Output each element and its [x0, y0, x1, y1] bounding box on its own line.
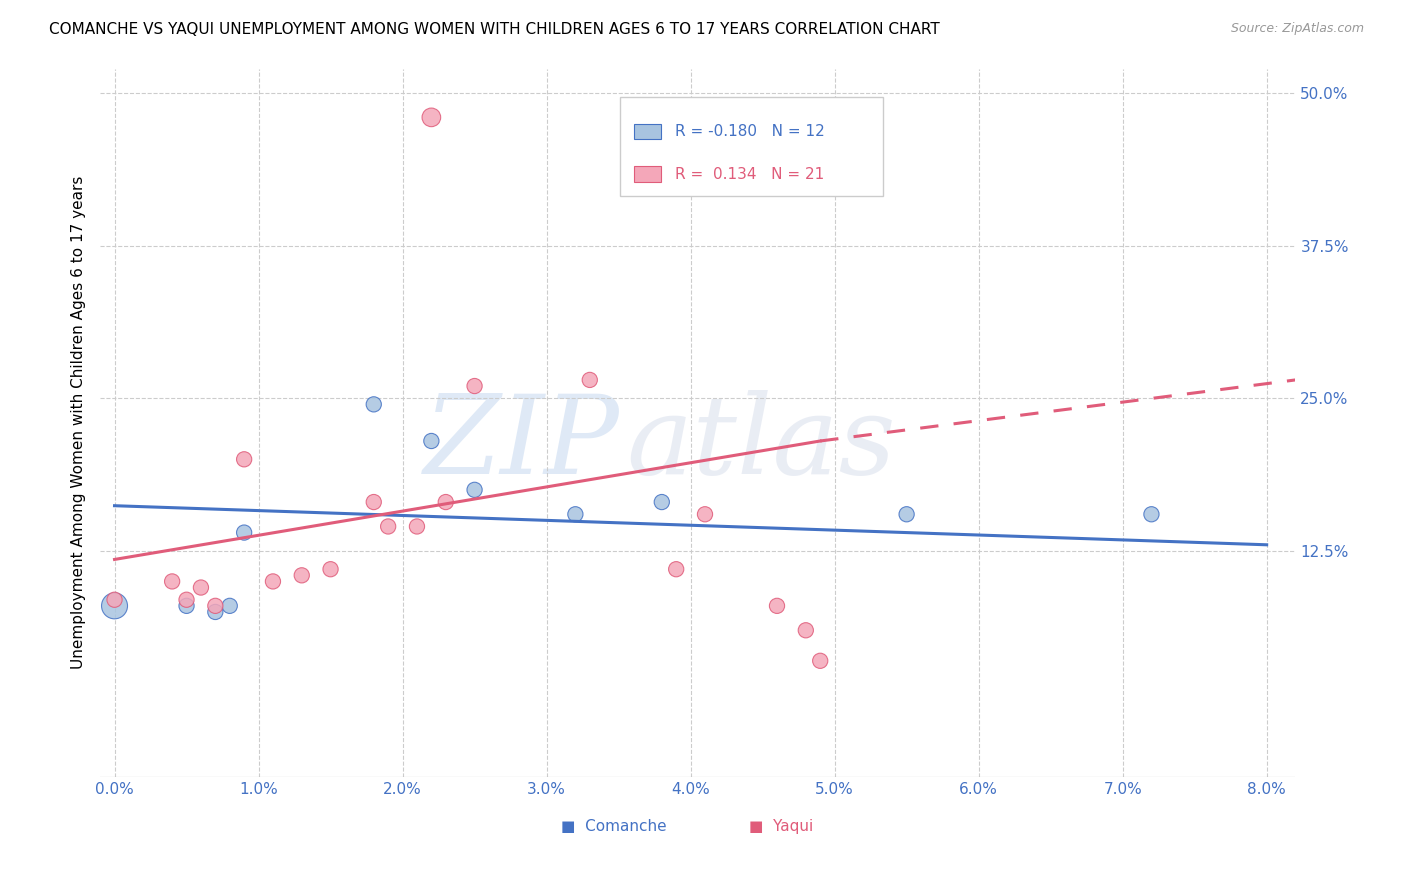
Text: Source: ZipAtlas.com: Source: ZipAtlas.com — [1230, 22, 1364, 36]
Point — [103, 592, 125, 607]
Text: atlas: atlas — [626, 390, 896, 498]
Text: ZIP: ZIP — [425, 390, 620, 498]
Point — [262, 574, 284, 589]
Point — [420, 434, 443, 448]
Point — [363, 397, 385, 411]
Point — [319, 562, 342, 576]
Point — [377, 519, 399, 533]
Point — [693, 508, 716, 522]
Point — [464, 483, 486, 497]
Point — [204, 605, 226, 619]
Point — [233, 452, 256, 467]
Point — [464, 379, 486, 393]
Point — [204, 599, 226, 613]
Text: ■  Comanche: ■ Comanche — [561, 819, 666, 834]
Point — [291, 568, 314, 582]
Point — [176, 599, 198, 613]
Text: ■  Yaqui: ■ Yaqui — [749, 819, 814, 834]
Point — [233, 525, 256, 540]
Point — [651, 495, 673, 509]
FancyBboxPatch shape — [634, 167, 661, 182]
FancyBboxPatch shape — [620, 97, 883, 196]
Point — [896, 508, 918, 522]
Point — [218, 599, 240, 613]
Point — [794, 624, 817, 638]
Y-axis label: Unemployment Among Women with Children Ages 6 to 17 years: Unemployment Among Women with Children A… — [72, 176, 86, 669]
Text: R = -0.180   N = 12: R = -0.180 N = 12 — [675, 124, 825, 139]
Point — [160, 574, 183, 589]
Point — [665, 562, 688, 576]
Point — [420, 111, 443, 125]
Text: R =  0.134   N = 21: R = 0.134 N = 21 — [675, 167, 824, 182]
Point — [103, 599, 125, 613]
Point — [564, 508, 586, 522]
Point — [363, 495, 385, 509]
Point — [190, 581, 212, 595]
Point — [766, 599, 789, 613]
Point — [434, 495, 457, 509]
Point — [578, 373, 600, 387]
Text: COMANCHE VS YAQUI UNEMPLOYMENT AMONG WOMEN WITH CHILDREN AGES 6 TO 17 YEARS CORR: COMANCHE VS YAQUI UNEMPLOYMENT AMONG WOM… — [49, 22, 941, 37]
Point — [1140, 508, 1163, 522]
Point — [808, 654, 831, 668]
FancyBboxPatch shape — [634, 124, 661, 139]
Point — [176, 592, 198, 607]
Point — [406, 519, 429, 533]
